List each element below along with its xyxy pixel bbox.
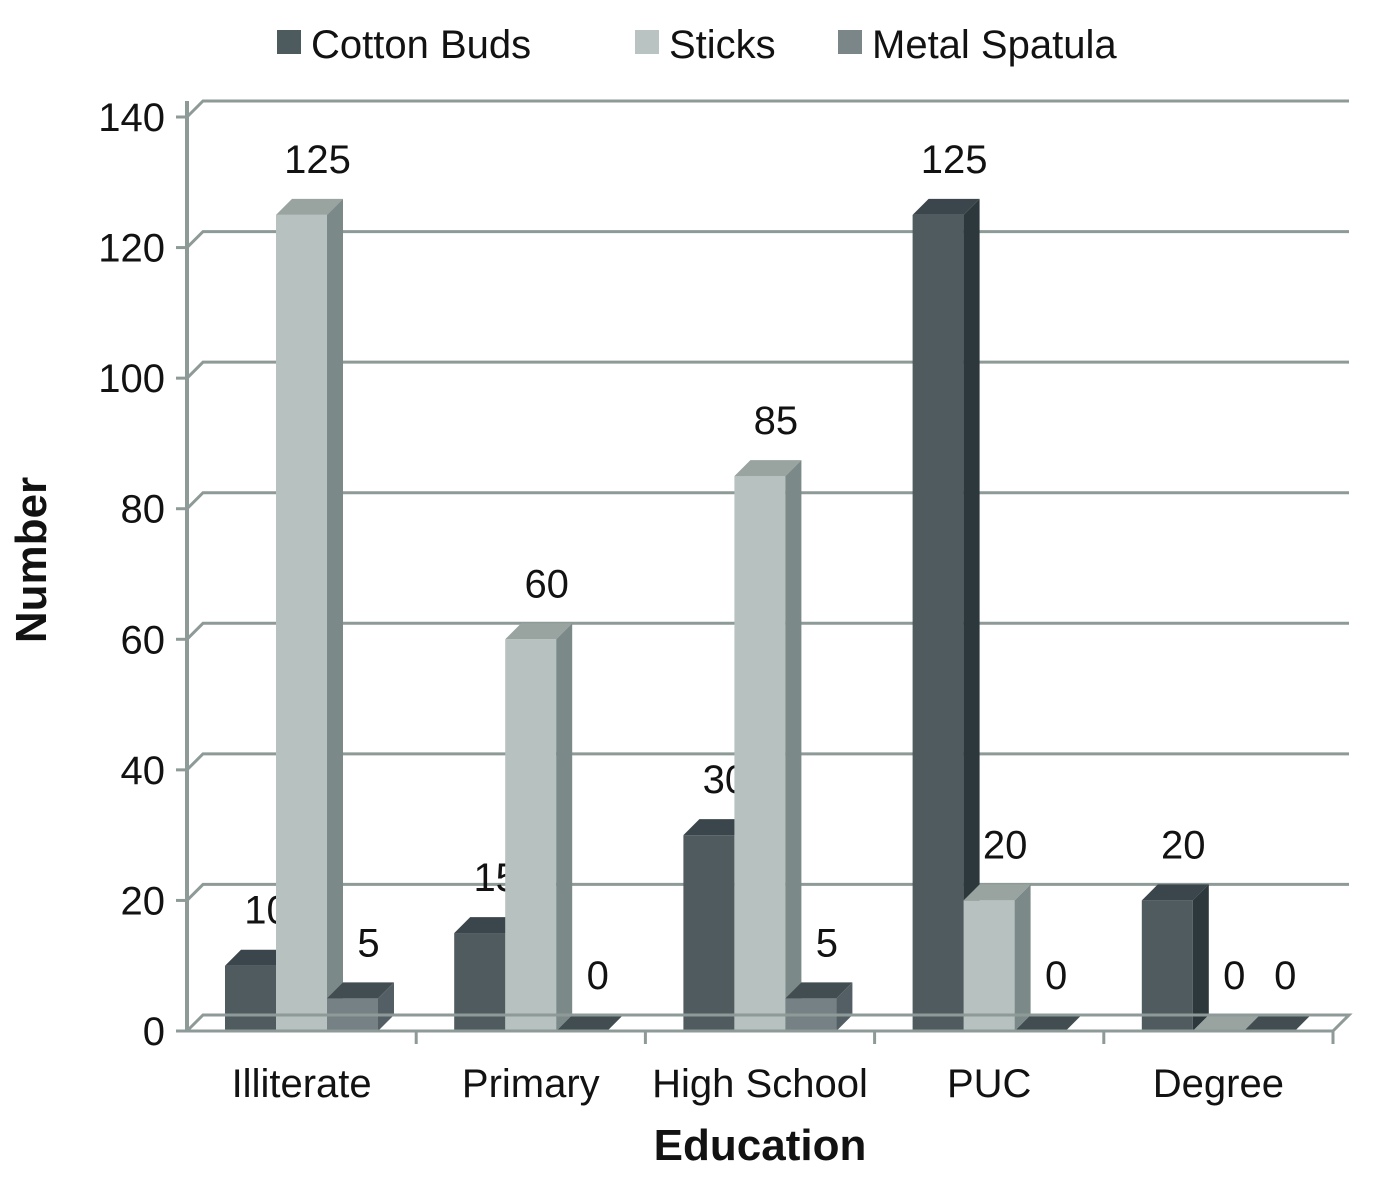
y-tick-label: 40 — [121, 749, 166, 793]
bar-front-face — [963, 900, 1015, 1031]
y-tick-label: 140 — [98, 96, 165, 140]
x-axis-title: Education — [654, 1121, 867, 1170]
y-tick-label: 100 — [98, 357, 165, 401]
bar-metal-spatula-high-school — [785, 982, 853, 1031]
bar-front-face — [505, 639, 557, 1031]
bar-sticks-high-school — [734, 460, 802, 1032]
bar-front-face — [1141, 900, 1193, 1031]
data-label-sticks-illiterate: 125 — [284, 138, 351, 182]
y-axis-title: Number — [7, 477, 56, 643]
bar-metal-spatula-primary — [556, 1015, 624, 1031]
y-gridline — [185, 99, 1349, 119]
bar-top-face — [505, 623, 573, 640]
data-label-sticks-primary: 60 — [524, 562, 569, 606]
bar-top-face — [225, 949, 292, 966]
bar-cotton-buds-degree — [1141, 884, 1209, 1031]
y-tick-label: 80 — [121, 488, 166, 532]
bar-top-face — [683, 819, 751, 836]
bar-front-face — [225, 965, 276, 1031]
legend-marker-sticks — [635, 30, 659, 54]
bar-side-face — [836, 982, 853, 1031]
bar-zero-face — [1243, 1015, 1311, 1031]
bar-front-face — [912, 214, 964, 1031]
data-label-sticks-degree: 0 — [1223, 954, 1245, 998]
data-label-sticks-high-school: 85 — [754, 399, 799, 443]
bar-side-face — [1014, 884, 1031, 1031]
y-gridline — [185, 360, 1349, 380]
bar-side-face — [378, 982, 394, 1031]
data-label-metal-spatula-puc: 0 — [1045, 954, 1067, 998]
bar-front-face — [276, 214, 327, 1031]
bar-metal-spatula-degree — [1243, 1015, 1311, 1031]
data-label-metal-spatula-primary: 0 — [587, 954, 609, 998]
bar-top-face — [963, 884, 1031, 901]
x-category-label-degree: Degree — [1153, 1062, 1284, 1106]
bar-side-face — [327, 198, 343, 1031]
y-gridline — [185, 230, 1349, 249]
legend-label: Metal Spatula — [872, 23, 1117, 67]
bar-sticks-illiterate — [276, 198, 343, 1031]
bar-top-face — [785, 982, 853, 999]
bar-sticks-primary — [505, 623, 573, 1031]
bar-top-face — [327, 982, 394, 999]
bar-top-face — [734, 460, 802, 477]
bar-side-face — [556, 623, 573, 1031]
legend-marker-cotton-buds — [277, 30, 301, 54]
data-label-cotton-buds-puc: 125 — [921, 138, 988, 182]
data-label-cotton-buds-degree: 20 — [1161, 823, 1206, 867]
y-tick-label: 0 — [143, 1010, 165, 1054]
data-label-metal-spatula-high-school: 5 — [816, 921, 838, 965]
x-category-label-illiterate: Illiterate — [232, 1062, 372, 1106]
bar-cotton-buds-puc — [912, 198, 980, 1031]
bar-front-face — [734, 476, 786, 1032]
bar-top-face — [912, 198, 980, 215]
bar-front-face — [683, 835, 735, 1031]
legend-label: Sticks — [669, 23, 776, 67]
bar-side-face — [963, 198, 980, 1031]
bar-zero-face — [556, 1015, 624, 1031]
y-tick-label: 60 — [121, 618, 166, 662]
y-tick-label: 120 — [98, 227, 165, 271]
bar-top-face — [454, 917, 522, 934]
bar-zero-face — [1014, 1015, 1082, 1031]
floor-back-edge — [185, 1013, 1353, 1033]
legend-label: Cotton Buds — [311, 23, 531, 67]
bar-metal-spatula-illiterate — [327, 982, 394, 1031]
bar-top-face — [276, 198, 343, 215]
x-category-label-puc: PUC — [947, 1062, 1031, 1106]
data-label-sticks-puc: 20 — [983, 823, 1028, 867]
bar-sticks-puc — [963, 884, 1031, 1031]
legend-marker-metal-spatula — [838, 30, 862, 54]
y-tick-label: 20 — [121, 879, 166, 923]
bar-side-face — [785, 460, 802, 1032]
bar-cotton-buds-high-school — [683, 819, 751, 1031]
bar-side-face — [1192, 884, 1209, 1031]
data-label-metal-spatula-degree: 0 — [1274, 954, 1296, 998]
bar-metal-spatula-puc — [1014, 1015, 1082, 1031]
x-category-label-primary: Primary — [462, 1062, 600, 1106]
bar-top-face — [1141, 884, 1209, 901]
bar-zero-face — [1192, 1015, 1260, 1031]
x-category-label-high-school: High School — [652, 1062, 868, 1106]
bar-sticks-degree — [1192, 1015, 1260, 1031]
data-label-metal-spatula-illiterate: 5 — [357, 921, 379, 965]
